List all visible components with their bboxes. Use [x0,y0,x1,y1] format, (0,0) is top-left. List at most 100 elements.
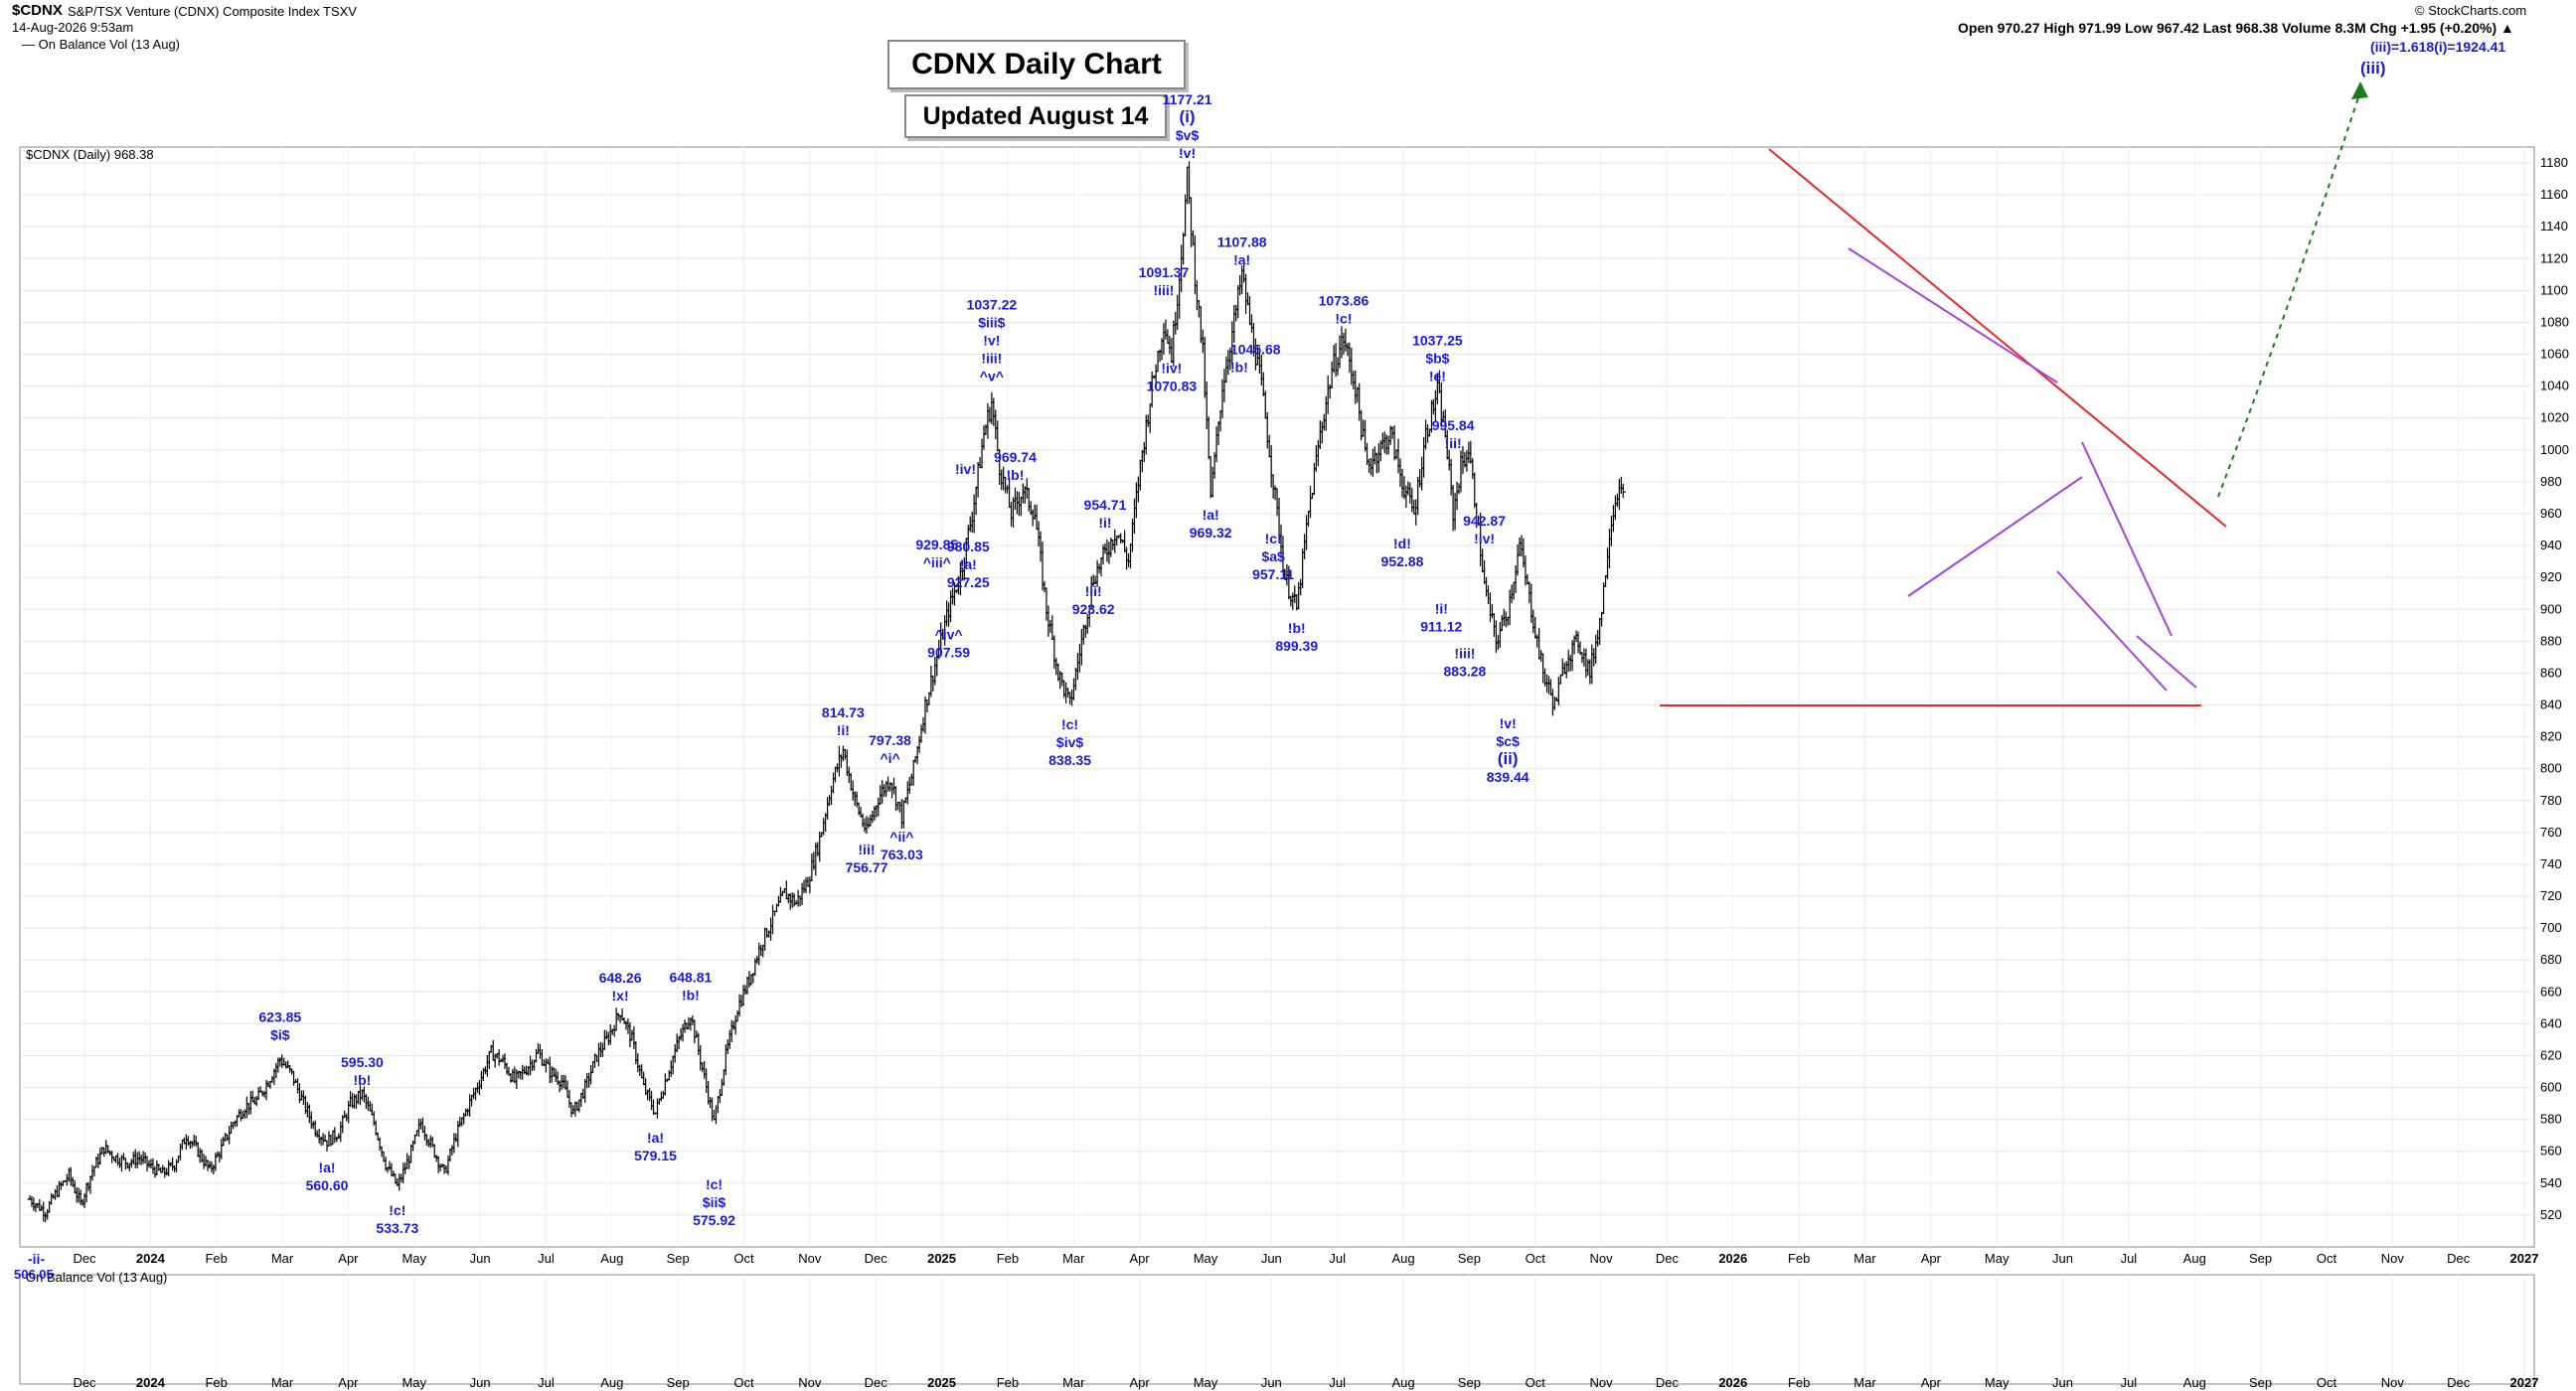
x-tick-label-lower: Sep [1458,1375,1481,1390]
wave-label: 1045.68 !b! [1230,342,1281,376]
x-tick-label: 2024 [136,1251,166,1266]
wave-label-line: !c! [706,1176,723,1192]
wave-label-line: ^iii^ [923,554,951,570]
y-tick-label: 1100 [2540,282,2568,297]
wave-label-line: !i! [837,722,850,738]
wave-label: !a! 579.15 [634,1130,677,1163]
wave-label: !c! $ii$ 575.92 [693,1176,735,1228]
wave-label: 942.87 !iv! [1463,513,1506,546]
obv-legend: On Balance Vol (13 Aug) [26,1270,167,1285]
purple-wedge-lower [2056,570,2168,692]
copyright: © StockCharts.com [2415,3,2527,18]
wave-label-line: 1070.83 [1147,378,1198,393]
wave-label-line: ^i^ [880,750,899,766]
grid [22,147,2534,1384]
y-tick-label: 1120 [2540,250,2568,265]
wave-label: 1037.25 $b$ !e! [1412,332,1463,384]
wave-label-line: 560.60 [306,1177,349,1193]
x-tick-label: Apr [1921,1251,1942,1266]
wave-label: !d! 952.88 [1381,536,1424,569]
x-tick-label-lower: Jun [470,1375,491,1390]
wave-label-line: !i! [1098,515,1111,531]
wave-label: 954.71 !i! [1084,497,1127,531]
x-tick-label-lower: Aug [600,1375,623,1390]
x-tick-label-lower: Dec [1656,1375,1680,1390]
wave-label: 1037.22 $iii$ !v! !iii! ^v^ [967,296,1018,384]
wave-label: !iv! 1070.83 [1147,360,1198,393]
y-tick-label: 960 [2540,506,2562,521]
wave-label-line: 579.15 [634,1148,677,1163]
wave-label-line: 1177.21 [1163,91,1212,107]
x-tick-label-lower: Sep [2249,1375,2272,1390]
x-tick-label-lower: Oct [1526,1375,1546,1390]
wave-label-line: !b! [353,1072,371,1088]
x-tick-label: Dec [73,1251,96,1266]
y-tick-label: 1000 [2540,442,2569,457]
wave-label: 969.74 !b! [994,449,1037,483]
x-tick-label-lower: Dec [865,1375,888,1390]
chart-title: CDNX Daily Chart [887,40,1186,89]
wave-label-line: !i! [1435,601,1448,617]
wave-label: 648.26 !x! [599,970,642,1004]
wave-label: !iii! 883.28 [1444,646,1487,680]
wave-label-line: !a! [960,556,977,572]
wave-label: !b! 899.39 [1275,620,1318,654]
x-tick-label: Dec [865,1251,888,1266]
timestamp: 14-Aug-2026 9:53am [12,20,134,35]
y-tick-label: 780 [2540,793,2562,808]
wave-label-line: !v! [1179,145,1196,161]
wave-label-line: !c! [389,1202,405,1218]
x-tick-label-lower: Nov [2381,1375,2405,1390]
wave-label-line: !a! [1203,507,1219,523]
y-tick-label: 680 [2540,952,2562,967]
x-tick-label-lower: 2026 [1718,1375,1747,1390]
x-tick-label: Jul [1329,1251,1346,1266]
x-tick-label-lower: Jun [2052,1375,2073,1390]
x-tick-label-lower: Dec [73,1375,96,1390]
ohlc-bars [27,161,1626,1223]
wave-label-line: 957.11 [1252,566,1294,582]
x-tick-label: Sep [1458,1251,1481,1266]
x-tick-label-lower: Apr [1130,1375,1151,1390]
y-tick-label: 980 [2540,474,2562,489]
wave-label: 995.84 !ii! [1432,417,1475,451]
wave-label: ^iv^ 907.59 [927,626,970,660]
wave-label-line: !v! [983,332,1000,348]
wave-label-line: 954.71 [1084,497,1127,513]
wave-label-line: 838.35 [1048,752,1091,768]
wave-label: !iv! [955,461,976,477]
x-tick-label-lower: Sep [667,1375,690,1390]
wave-label-line: 927.25 [947,574,990,590]
x-tick-label-lower: Apr [1921,1375,1942,1390]
wave-label: !v! $c$(ii)839.44 [1487,715,1530,785]
wave-label: ^ii^ 763.03 [881,829,923,862]
x-tick-label: 2027 [2510,1251,2539,1266]
wave-label-line: !x! [612,988,629,1004]
wave-label-line: 797.38 [869,732,911,748]
wave-label-line: !a! [318,1159,335,1175]
y-tick-label: 720 [2540,888,2562,903]
x-tick-label: Oct [1526,1251,1546,1266]
y-tick-label: 1040 [2540,379,2569,393]
y-tick-label: 1060 [2540,347,2569,362]
x-tick-label: Nov [1590,1251,1614,1266]
wave-label-line: $v$ [1176,127,1200,143]
wave-label-line: 1107.88 [1217,233,1267,249]
x-tick-label-lower: May [1985,1375,2010,1390]
wave-label-line: !iv! [955,461,976,477]
wave-label-line: 814.73 [822,704,865,720]
wave-label-line: !d! [1393,536,1411,551]
wave-label-line: !c! [1335,311,1352,327]
wave-label-line: $ii$ [703,1194,726,1210]
wave-label: !ii! 923.62 [1072,583,1115,617]
x-tick-label-lower: Nov [1590,1375,1614,1390]
x-tick-label: Dec [2447,1251,2471,1266]
wave-ii-start: -ii- [28,1251,45,1267]
wave-label-line: 595.30 [341,1054,384,1070]
x-tick-label-lower: Oct [733,1375,754,1390]
x-tick-label: Mar [271,1251,294,1266]
wave-label-line: $iv$ [1056,734,1083,750]
x-tick-label-lower: Jun [1261,1375,1282,1390]
wave-label-line: !b! [1007,467,1025,483]
wave-label-line: 899.39 [1275,638,1318,654]
